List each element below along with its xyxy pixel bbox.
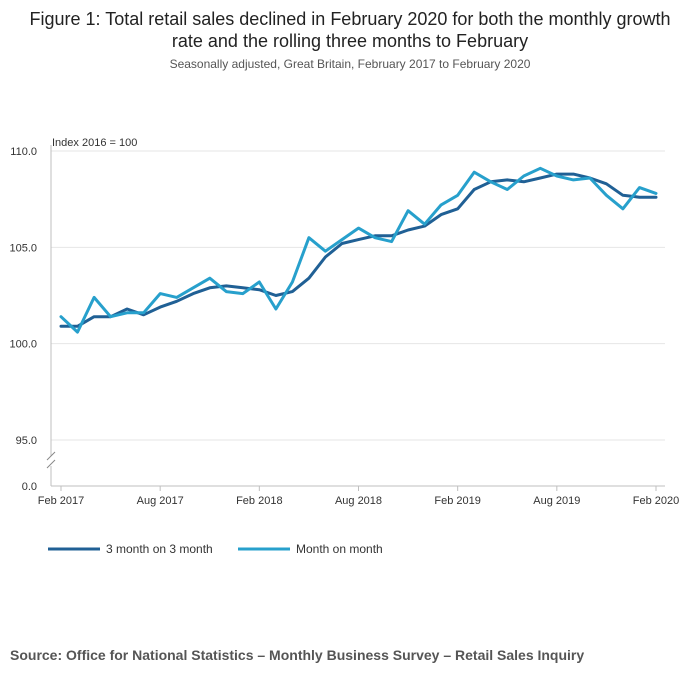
y-tick-label: 100.0 xyxy=(9,339,37,351)
line-chart: 110.0 105.0 100.0 95.0 0.0 Index 2016 = 100 Fe… xyxy=(9,137,679,556)
chart-title: Figure 1: Total retail sales declined in… xyxy=(29,9,671,51)
axis-break-mark xyxy=(46,451,56,461)
x-tick-label: Feb 2020 xyxy=(633,495,679,507)
legend-label-3-month-on-3-month: 3 month on 3 month xyxy=(106,542,213,556)
y-tick-label: 95.0 xyxy=(16,435,37,447)
y-axis-label: Index 2016 = 100 xyxy=(52,137,137,149)
chart-subtitle: Seasonally adjusted, Great Britain, Febr… xyxy=(169,57,531,71)
axis-break-mark xyxy=(46,459,56,469)
x-tick-label: Aug 2017 xyxy=(137,495,184,507)
y-tick-label: 105.0 xyxy=(9,242,37,254)
series-line-3-month-on-3-month xyxy=(59,172,658,328)
legend-label-month-on-month: Month on month xyxy=(296,542,383,556)
series-line-month-on-month xyxy=(59,166,658,334)
source-note: Source: Office for National Statistics –… xyxy=(10,647,585,663)
x-tick-label: Feb 2019 xyxy=(434,495,480,507)
x-tick-label: Feb 2018 xyxy=(236,495,282,507)
x-tick-label: Aug 2019 xyxy=(533,495,580,507)
x-tick-label: Feb 2017 xyxy=(38,495,84,507)
y-tick-label-zero: 0.0 xyxy=(22,481,37,493)
x-tick-label: Aug 2018 xyxy=(335,495,382,507)
y-tick-label: 110.0 xyxy=(10,146,37,158)
